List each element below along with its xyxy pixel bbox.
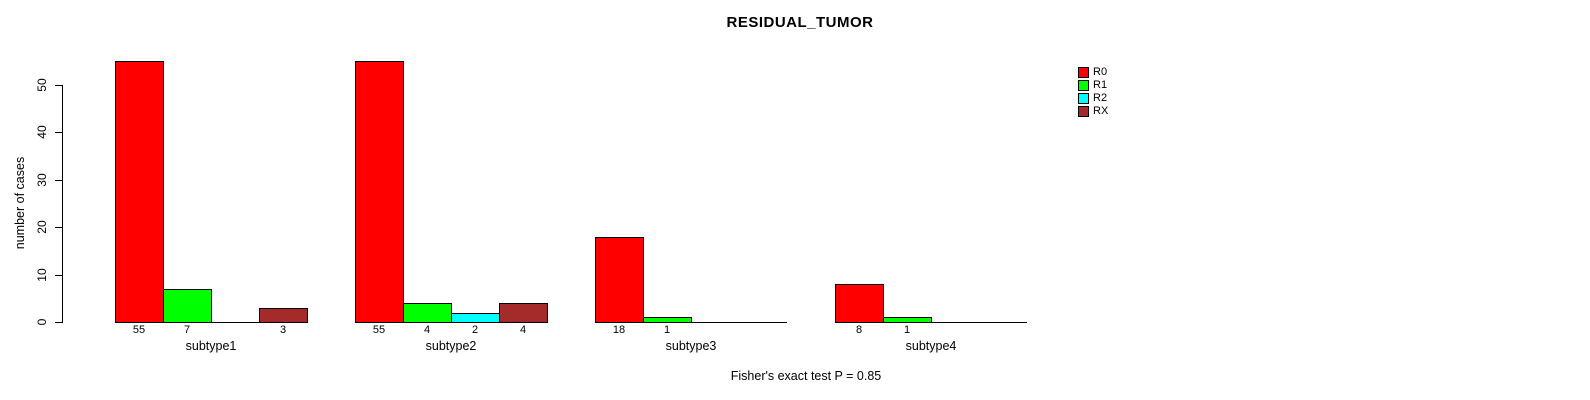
bar-value-label: 3 xyxy=(279,324,287,336)
bar-value-label: 55 xyxy=(132,324,146,336)
bar-R2-subtype2 xyxy=(451,313,500,323)
category-label-subtype3: subtype3 xyxy=(665,339,717,353)
chart-title: RESIDUAL_TUMOR xyxy=(726,14,874,31)
category-label-subtype2: subtype2 xyxy=(425,339,477,353)
bar-value-label: 1 xyxy=(903,324,911,336)
bar-value-label: 55 xyxy=(372,324,386,336)
bar-value-label: 2 xyxy=(471,324,479,336)
bar-R1-subtype3 xyxy=(643,317,692,323)
legend-item-R1: R1 xyxy=(1078,79,1108,92)
y-axis-tick-label: 20 xyxy=(35,220,49,234)
legend-swatch-R1 xyxy=(1078,80,1089,91)
category-label-subtype4: subtype4 xyxy=(905,339,957,353)
legend-swatch-R0 xyxy=(1078,67,1089,78)
bar-R0-subtype3 xyxy=(595,237,644,323)
bar-R1-subtype2 xyxy=(403,303,452,323)
y-axis-tick xyxy=(55,132,62,133)
category-label-subtype1: subtype1 xyxy=(185,339,237,353)
bar-R1-subtype4 xyxy=(883,317,932,323)
bar-value-label: 18 xyxy=(612,324,626,336)
legend-swatch-R2 xyxy=(1078,93,1089,104)
bar-R0-subtype1 xyxy=(115,61,164,323)
legend-item-RX: RX xyxy=(1078,105,1108,118)
y-axis-tick xyxy=(55,227,62,228)
legend-label: R0 xyxy=(1093,66,1108,78)
bar-RX-subtype2 xyxy=(499,303,548,323)
y-axis-tick-label: 0 xyxy=(35,318,49,326)
legend: R0 R1 R2 RX xyxy=(1078,66,1108,118)
y-axis-title: number of cases xyxy=(13,156,27,250)
bar-value-label: 4 xyxy=(519,324,527,336)
bar-R0-subtype4 xyxy=(835,284,884,323)
legend-item-R0: R0 xyxy=(1078,66,1108,79)
y-axis-tick-label: 50 xyxy=(35,78,49,92)
fisher-test-annotation: Fisher's exact test P = 0.85 xyxy=(730,369,882,383)
y-axis-tick-label: 40 xyxy=(35,125,49,139)
legend-label: R1 xyxy=(1093,79,1108,91)
legend-label: R2 xyxy=(1093,92,1108,104)
bar-value-label: 1 xyxy=(663,324,671,336)
y-axis-tick xyxy=(55,180,62,181)
legend-swatch-RX xyxy=(1078,106,1089,117)
y-axis-line xyxy=(62,85,63,323)
bar-R1-subtype1 xyxy=(163,289,212,323)
legend-label: RX xyxy=(1093,105,1109,117)
bar-R0-subtype2 xyxy=(355,61,404,323)
y-axis-tick xyxy=(55,322,62,323)
y-axis-tick xyxy=(55,275,62,276)
legend-item-R2: R2 xyxy=(1078,92,1108,105)
bar-value-label: 7 xyxy=(183,324,191,336)
y-axis-tick-label: 10 xyxy=(35,268,49,282)
bar-value-label: 8 xyxy=(855,324,863,336)
y-axis-tick xyxy=(55,85,62,86)
y-axis-tick-label: 30 xyxy=(35,173,49,187)
bar-RX-subtype1 xyxy=(259,308,308,323)
bar-value-label: 4 xyxy=(423,324,431,336)
